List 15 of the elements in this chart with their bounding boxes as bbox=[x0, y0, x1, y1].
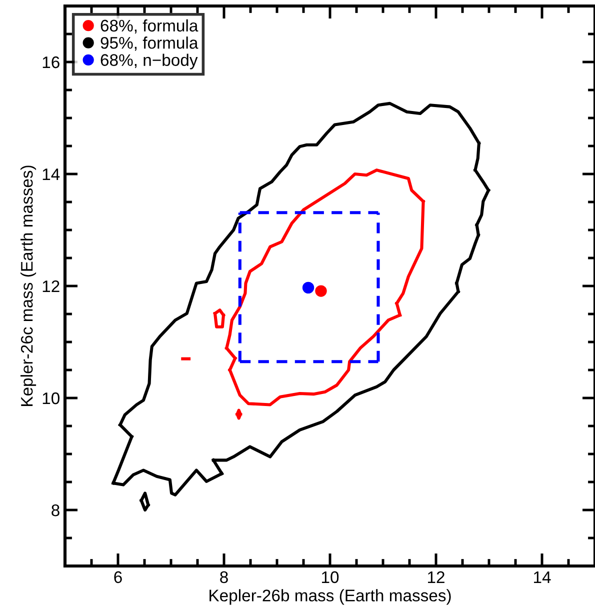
x-tick-label: 10 bbox=[322, 571, 339, 584]
y-tick-label: 10 bbox=[42, 392, 60, 404]
x-axis-title: Kepler-26b mass (Earth masses) bbox=[210, 589, 451, 605]
legend-label: 95%, formula bbox=[100, 36, 198, 51]
x-tick-label: 12 bbox=[428, 571, 444, 583]
y-tick-label: 14 bbox=[42, 168, 60, 180]
y-tick-label: 16 bbox=[42, 56, 60, 68]
x-tick-label: 6 bbox=[114, 571, 122, 584]
legend-label: 68%, n−body bbox=[100, 54, 198, 70]
y-axis-title: Kepler-26c mass (Earth masses) bbox=[20, 166, 36, 406]
y-tick-label: 8 bbox=[52, 504, 60, 516]
x-tick-label: 8 bbox=[220, 571, 228, 584]
legend-label: 68%, formula bbox=[100, 19, 198, 34]
x-tick-label: 14 bbox=[534, 571, 551, 583]
y-tick-label: 12 bbox=[42, 280, 60, 292]
